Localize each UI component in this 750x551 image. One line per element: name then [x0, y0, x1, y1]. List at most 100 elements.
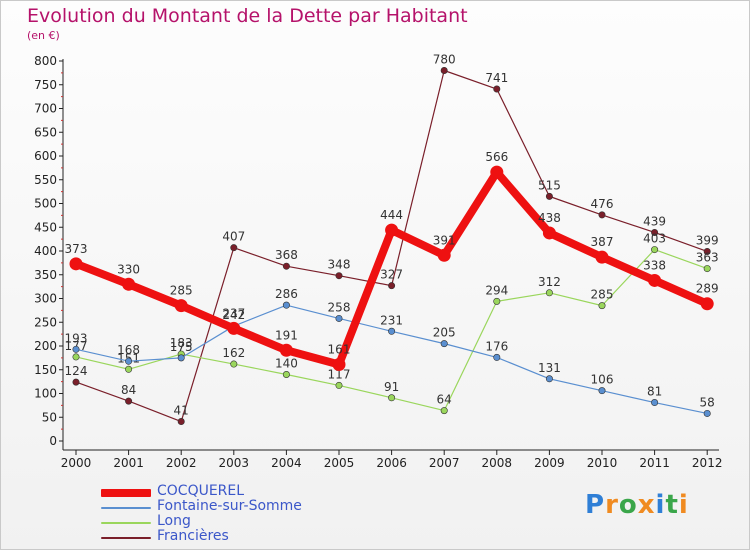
- y-tick-label: 450: [34, 220, 57, 234]
- data-label: 327: [380, 268, 403, 282]
- logo-letter: o: [618, 490, 638, 520]
- data-label: 140: [275, 357, 298, 371]
- proxiti-logo: Proxiti: [585, 490, 689, 520]
- data-label: 387: [591, 235, 614, 249]
- data-label: 338: [643, 258, 666, 272]
- data-point: [651, 399, 659, 407]
- data-label: 117: [328, 367, 351, 381]
- chart-title: Evolution du Montant de la Dette par Hab…: [27, 5, 468, 27]
- data-label: 258: [328, 300, 351, 314]
- data-point: [72, 345, 80, 353]
- data-point: [598, 211, 606, 219]
- data-point: [125, 365, 133, 373]
- data-point: [122, 277, 136, 291]
- data-point: [493, 353, 501, 361]
- data-label: 438: [538, 211, 561, 225]
- data-label: 391: [433, 233, 456, 247]
- logo-letter: i: [678, 490, 689, 520]
- data-point: [125, 357, 133, 365]
- data-label: 106: [591, 373, 614, 387]
- logo-letter: r: [605, 490, 619, 520]
- data-point: [227, 321, 241, 335]
- data-label: 312: [538, 275, 561, 289]
- y-tick-label: 400: [34, 244, 57, 258]
- data-point: [490, 165, 504, 179]
- data-label: 242: [222, 308, 245, 322]
- data-label: 444: [380, 208, 403, 222]
- data-point: [72, 378, 80, 386]
- data-label: 162: [222, 346, 245, 360]
- y-tick-label: 600: [34, 149, 57, 163]
- legend-label: Francières: [157, 528, 229, 544]
- data-label: 286: [275, 287, 298, 301]
- data-point: [493, 297, 501, 305]
- data-point: [703, 409, 711, 417]
- logo-letter: t: [665, 490, 679, 520]
- data-label: 289: [696, 282, 719, 296]
- x-tick-label: 2012: [692, 456, 723, 470]
- data-label: 131: [538, 361, 561, 375]
- data-point: [545, 375, 553, 383]
- data-label: 439: [643, 214, 666, 228]
- data-point: [545, 192, 553, 200]
- y-tick-label: 650: [34, 125, 57, 139]
- x-tick-label: 2007: [429, 456, 460, 470]
- x-tick-label: 2001: [113, 456, 144, 470]
- legend-swatch: [101, 507, 151, 509]
- data-point: [177, 418, 185, 426]
- logo-letter: P: [585, 490, 606, 520]
- data-point: [542, 226, 556, 240]
- y-tick-label: 700: [34, 102, 57, 116]
- data-label: 231: [380, 313, 403, 327]
- legend-swatch: [101, 489, 151, 497]
- y-tick-label: 500: [34, 197, 57, 211]
- data-label: 399: [696, 233, 719, 247]
- y-tick-label: 0: [49, 434, 57, 448]
- data-label: 373: [65, 242, 88, 256]
- data-point: [282, 301, 290, 309]
- data-label: 780: [433, 53, 456, 67]
- data-point: [388, 282, 396, 290]
- data-label: 741: [485, 71, 508, 85]
- data-point: [388, 394, 396, 402]
- data-label: 191: [275, 328, 298, 342]
- y-tick-label: 150: [34, 363, 57, 377]
- data-point: [437, 248, 451, 262]
- data-point: [598, 387, 606, 395]
- data-point: [335, 314, 343, 322]
- data-point: [332, 358, 346, 372]
- data-label: 175: [170, 340, 193, 354]
- data-point: [279, 343, 293, 357]
- data-point: [651, 246, 659, 254]
- data-point: [230, 360, 238, 368]
- data-label: 476: [591, 197, 614, 211]
- data-label: 403: [643, 232, 666, 246]
- y-tick-label: 300: [34, 292, 57, 306]
- x-tick-label: 2000: [61, 456, 92, 470]
- data-point: [440, 407, 448, 415]
- x-tick-label: 2008: [482, 456, 513, 470]
- data-label: 161: [328, 343, 351, 357]
- y-tick-label: 50: [42, 410, 57, 424]
- y-tick-label: 550: [34, 173, 57, 187]
- data-point: [700, 297, 714, 311]
- data-label: 64: [437, 393, 452, 407]
- legend-label: Long: [157, 513, 191, 529]
- x-tick-label: 2003: [219, 456, 250, 470]
- data-point: [335, 272, 343, 280]
- logo-letter: x: [637, 490, 656, 520]
- data-point: [493, 85, 501, 93]
- y-tick-label: 200: [34, 339, 57, 353]
- legend-swatch: [101, 537, 151, 539]
- data-point: [282, 370, 290, 378]
- data-label: 368: [275, 248, 298, 262]
- data-point: [598, 302, 606, 310]
- legend-label: Fontaine-sur-Somme: [157, 498, 302, 514]
- data-label: 124: [65, 364, 88, 378]
- y-tick-label: 250: [34, 315, 57, 329]
- data-point: [440, 340, 448, 348]
- data-label: 193: [65, 331, 88, 345]
- data-point: [125, 397, 133, 405]
- data-label: 237: [222, 306, 245, 320]
- data-label: 183: [170, 336, 193, 350]
